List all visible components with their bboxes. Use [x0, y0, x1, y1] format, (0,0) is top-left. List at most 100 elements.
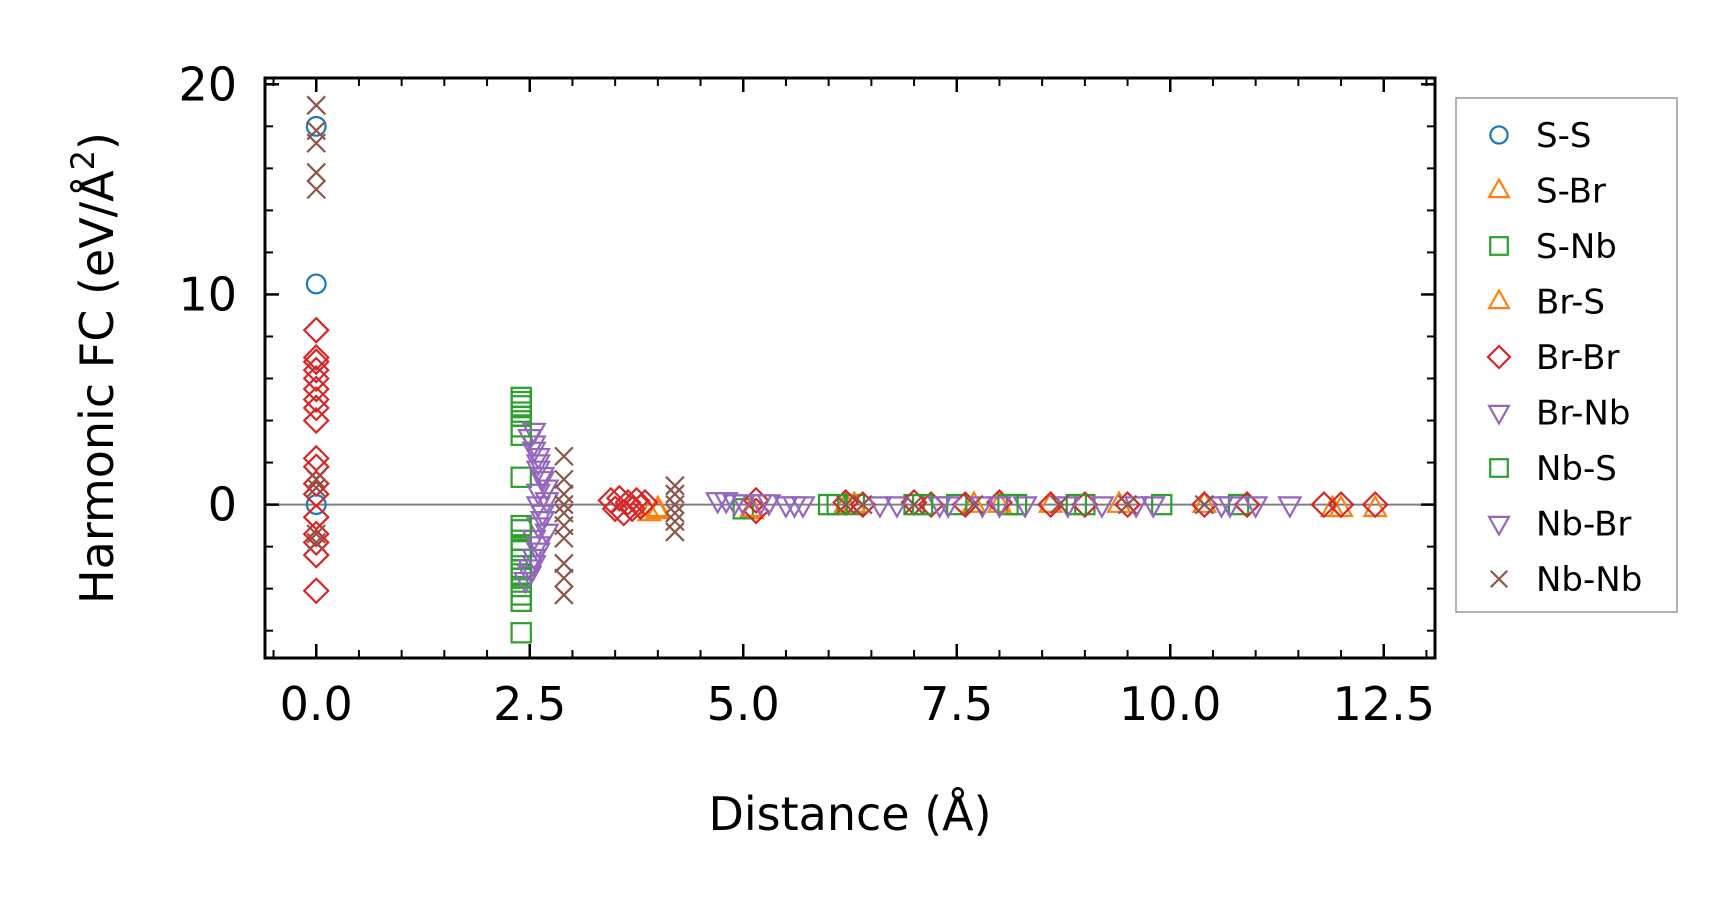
- legend-item: S-Nb: [1489, 227, 1617, 267]
- data-point: [853, 494, 873, 515]
- data-point: [306, 95, 327, 116]
- data-point: [529, 466, 556, 490]
- data-point: [510, 622, 532, 644]
- y-tick-label: 20: [178, 57, 237, 111]
- legend-marker: [1487, 288, 1511, 310]
- data-point: [867, 496, 893, 519]
- data-point: [554, 469, 574, 490]
- data-point: [306, 524, 327, 544]
- legend-item: Nb-Br: [1487, 505, 1631, 545]
- data-point: [521, 435, 547, 458]
- legend-frame: [1455, 97, 1678, 613]
- data-point: [510, 401, 532, 423]
- data-point: [605, 484, 633, 512]
- data-point: [306, 162, 327, 183]
- legend-marker: [1487, 404, 1511, 426]
- legend-label: Nb-Br: [1536, 505, 1631, 545]
- legend-item: S-S: [1489, 116, 1591, 156]
- data-point: [510, 590, 532, 612]
- legend-item: S-Br: [1487, 172, 1606, 212]
- data-point: [305, 273, 327, 295]
- legend-label: S-S: [1536, 116, 1591, 156]
- legend-label: Nb-S: [1536, 449, 1617, 489]
- data-point: [1012, 496, 1038, 519]
- data-point: [665, 494, 685, 515]
- legend-marker: [1486, 344, 1512, 370]
- y-axis-label-sup: 2: [64, 150, 102, 170]
- legend-label: Br-S: [1536, 283, 1605, 323]
- x-tick-label: 2.5: [493, 677, 566, 731]
- data-point: [884, 496, 910, 519]
- data-point: [554, 553, 574, 574]
- data-point: [302, 348, 330, 376]
- legend-marker: [1489, 569, 1509, 589]
- x-tick-label: 5.0: [707, 677, 780, 731]
- legend-label: Nb-Nb: [1536, 560, 1642, 600]
- data-point: [1327, 491, 1355, 519]
- data-point: [739, 494, 765, 518]
- data-point: [306, 532, 327, 553]
- series-Nb-Br: [512, 429, 1269, 595]
- data-point: [904, 494, 924, 515]
- data-point: [534, 492, 560, 515]
- x-axis-label: Distance (Å): [708, 787, 991, 841]
- x-tick-label: 0.0: [280, 677, 353, 731]
- data-point: [1140, 496, 1166, 519]
- data-point: [986, 496, 1013, 519]
- series-Nb-Nb: [306, 95, 1215, 605]
- legend-item: Br-S: [1487, 283, 1605, 323]
- y-axis-label-main: Harmonic FC (eV/Å: [70, 170, 124, 604]
- data-point: [510, 514, 532, 537]
- data-point: [554, 568, 574, 588]
- data-point: [1191, 490, 1218, 513]
- data-point: [665, 511, 685, 532]
- data-point: [631, 488, 659, 517]
- data-point: [302, 453, 330, 481]
- data-point: [517, 559, 543, 582]
- legend-marker: [1489, 458, 1509, 478]
- data-point: [525, 496, 551, 519]
- data-point: [665, 503, 685, 523]
- data-point: [305, 115, 327, 137]
- data-point: [534, 523, 560, 547]
- data-point: [756, 494, 782, 517]
- data-point: [997, 493, 1019, 516]
- data-point: [665, 484, 685, 504]
- legend-marker: [1487, 515, 1511, 537]
- data-point: [534, 479, 560, 503]
- y-axis-label: Harmonic FC (eV/Å2): [64, 132, 124, 604]
- data-point: [964, 494, 984, 515]
- data-point: [525, 536, 551, 559]
- data-point: [510, 416, 532, 438]
- data-point: [1277, 496, 1303, 519]
- data-point: [1089, 496, 1115, 519]
- data-point: [1151, 493, 1173, 516]
- data-point: [302, 364, 330, 393]
- data-point: [517, 429, 543, 452]
- data-point: [622, 486, 651, 514]
- data-point: [510, 386, 532, 409]
- data-point: [302, 356, 330, 384]
- data-point: [302, 394, 330, 422]
- data-point: [1361, 491, 1389, 519]
- data-point: [554, 494, 574, 515]
- data-point: [302, 406, 330, 435]
- y-tick-label: 10: [178, 267, 237, 321]
- legend: S-S S-Br S-Nb Br-S Br-Br Br-Nb Nb-S Nb-Br Nb-Nb: [1455, 97, 1678, 613]
- legend-marker: [1489, 125, 1509, 145]
- data-point: [306, 179, 327, 200]
- data-point: [302, 577, 330, 605]
- legend-item: Br-Br: [1486, 338, 1620, 378]
- data-point: [618, 495, 646, 523]
- data-point: [302, 444, 330, 472]
- data-point: [529, 511, 556, 534]
- data-point: [525, 454, 551, 477]
- data-point: [302, 316, 330, 344]
- legend-label: Br-Br: [1536, 338, 1620, 378]
- plot-frame: [263, 76, 1437, 660]
- legend-marker: [1487, 177, 1511, 199]
- data-point: [306, 469, 327, 490]
- y-axis-label-close: ): [70, 132, 124, 150]
- data-point: [1208, 496, 1235, 519]
